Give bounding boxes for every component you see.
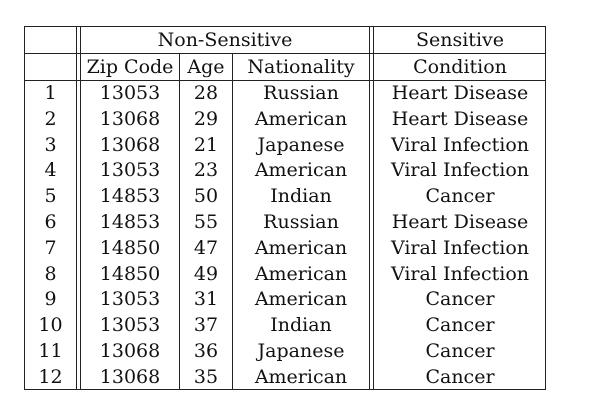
cell-nationality: American xyxy=(254,288,348,311)
cell-condition: Viral Infection xyxy=(390,133,530,156)
cell-row-number: 4 xyxy=(44,159,57,182)
cell-row-number: 7 xyxy=(44,236,57,259)
cell-condition: Cancer xyxy=(425,314,495,337)
cell-age: 31 xyxy=(193,288,219,311)
cell-nationality: American xyxy=(254,365,348,388)
cell-zip-code: 14853 xyxy=(99,185,161,208)
group-header-non-sensitive: Non-Sensitive xyxy=(157,29,293,51)
cell-condition: Heart Disease xyxy=(391,107,529,130)
cell-condition: Viral Infection xyxy=(390,236,530,259)
cell-zip-code: 13068 xyxy=(99,133,161,156)
cell-row-number: 1 xyxy=(44,82,57,104)
group-header-sensitive: Sensitive xyxy=(415,29,504,51)
cell-zip-code: 14850 xyxy=(99,236,161,259)
cell-age: 28 xyxy=(193,82,219,104)
cell-condition: Cancer xyxy=(425,365,495,388)
cell-zip-code: 14853 xyxy=(99,211,161,233)
cell-age: 47 xyxy=(193,236,219,259)
cell-row-number: 8 xyxy=(44,262,57,285)
divider-id-double-2 xyxy=(80,27,81,389)
cell-condition: Cancer xyxy=(425,340,495,362)
cell-nationality: American xyxy=(254,159,348,182)
cell-nationality: Indian xyxy=(270,185,332,208)
divider-sensitive-double-1 xyxy=(369,27,370,389)
cell-nationality: Indian xyxy=(270,314,332,337)
inpatient-table: Non-Sensitive Sensitive Zip Code Age Nat… xyxy=(24,26,546,390)
header-rule-1 xyxy=(25,53,545,54)
cell-zip-code: 13053 xyxy=(99,82,161,104)
cell-age: 35 xyxy=(193,365,219,388)
cell-age: 50 xyxy=(193,185,219,208)
cell-condition: Heart Disease xyxy=(391,82,529,104)
cell-age: 29 xyxy=(193,107,219,130)
divider-id-double-1 xyxy=(76,27,77,389)
cell-row-number: 5 xyxy=(44,185,57,208)
cell-row-number: 10 xyxy=(38,314,63,337)
cell-nationality: American xyxy=(254,236,348,259)
cell-zip-code: 13068 xyxy=(99,107,161,130)
column-header-age: Age xyxy=(187,56,225,78)
column-header-zip-code: Zip Code xyxy=(86,56,174,78)
cell-condition: Cancer xyxy=(425,288,495,311)
cell-condition: Viral Infection xyxy=(390,262,530,285)
cell-nationality: Russian xyxy=(263,211,339,233)
cell-nationality: Japanese xyxy=(257,340,345,362)
cell-row-number: 3 xyxy=(44,133,57,156)
column-header-nationality: Nationality xyxy=(247,56,355,78)
column-header-condition: Condition xyxy=(413,56,507,78)
cell-age: 21 xyxy=(193,133,219,156)
cell-condition: Viral Infection xyxy=(390,159,530,182)
cell-row-number: 11 xyxy=(38,340,63,362)
cell-age: 36 xyxy=(193,340,219,362)
cell-row-number: 9 xyxy=(44,288,57,311)
cell-row-number: 2 xyxy=(44,107,57,130)
cell-zip-code: 13053 xyxy=(99,288,161,311)
cell-zip-code: 13053 xyxy=(99,314,161,337)
cell-zip-code: 13068 xyxy=(99,340,161,362)
cell-age: 37 xyxy=(193,314,219,337)
cell-nationality: American xyxy=(254,262,348,285)
cell-row-number: 6 xyxy=(44,211,57,233)
cell-zip-code: 14850 xyxy=(99,262,161,285)
divider-age-nationality xyxy=(232,53,233,389)
cell-nationality: Russian xyxy=(263,82,339,104)
cell-condition: Cancer xyxy=(425,185,495,208)
cell-age: 55 xyxy=(193,211,219,233)
header-rule-2 xyxy=(25,80,545,81)
cell-zip-code: 13053 xyxy=(99,159,161,182)
divider-zip-age xyxy=(179,53,180,389)
cell-age: 49 xyxy=(193,262,219,285)
cell-nationality: Japanese xyxy=(257,133,345,156)
cell-condition: Heart Disease xyxy=(391,211,529,233)
cell-zip-code: 13068 xyxy=(99,365,161,388)
divider-sensitive-double-2 xyxy=(373,27,374,389)
cell-nationality: American xyxy=(254,107,348,130)
cell-age: 23 xyxy=(193,159,219,182)
cell-row-number: 12 xyxy=(38,365,63,388)
